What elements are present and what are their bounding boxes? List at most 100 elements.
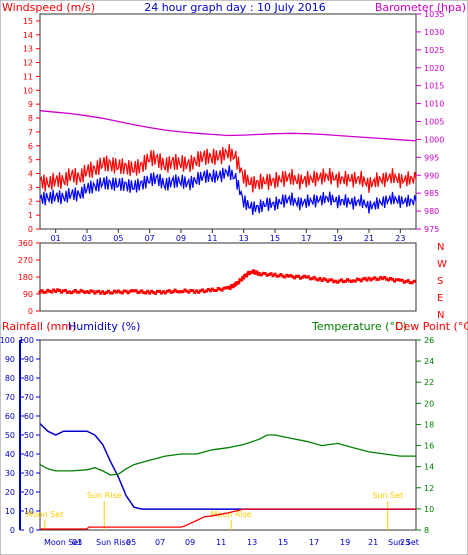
direction-point — [224, 286, 228, 290]
x-tick-label: 03 — [82, 234, 92, 243]
dewpoint-label: Dew Point (°C) — [395, 320, 468, 333]
direction-point — [228, 287, 232, 290]
direction-point — [242, 276, 246, 280]
direction-point — [167, 289, 171, 293]
direction-point — [150, 289, 154, 293]
direction-point — [324, 278, 328, 282]
direction-point — [271, 274, 275, 278]
direction-point — [299, 276, 302, 280]
direction-point — [60, 290, 63, 294]
baro-tick-label: 1025 — [424, 46, 444, 55]
direction-point — [130, 289, 134, 292]
temp-tick-label: 14 — [424, 463, 434, 472]
event-label: Sun Set — [372, 491, 403, 500]
direction-point — [67, 290, 71, 294]
direction-point — [367, 276, 371, 280]
direction-point — [269, 272, 273, 276]
temp-tick-label: 20 — [424, 399, 434, 408]
direction-point — [218, 287, 222, 291]
direction-point — [304, 275, 308, 279]
direction-point — [326, 279, 330, 283]
direction-point — [58, 289, 62, 292]
direction-point — [383, 275, 387, 279]
direction-point — [156, 289, 159, 293]
direction-point — [161, 290, 165, 294]
direction-point — [112, 289, 116, 293]
direction-point — [122, 289, 126, 293]
direction-point — [54, 290, 58, 293]
direction-point — [232, 284, 236, 288]
direction-point — [369, 278, 373, 282]
compass-label: N — [437, 242, 444, 253]
direction-point — [48, 289, 52, 293]
direction-point — [222, 286, 226, 290]
direction-point — [101, 290, 105, 294]
direction-point — [154, 291, 157, 295]
baro-tick-label: 1005 — [424, 118, 444, 127]
rainfall-series-line — [40, 508, 416, 530]
direction-point — [389, 276, 392, 280]
direction-point — [159, 291, 163, 295]
rain-tick-label: 10 — [5, 507, 15, 516]
wind-tick-label: 5 — [28, 156, 33, 165]
chart-title: 24 hour graph day : 10 July 2016 — [144, 1, 326, 14]
direction-point — [377, 277, 381, 281]
direction-point — [306, 275, 310, 279]
direction-point — [412, 279, 416, 283]
compass-label: W — [437, 259, 447, 270]
direction-point — [185, 289, 189, 293]
direction-point — [361, 277, 365, 281]
direction-point — [355, 277, 359, 281]
direction-point — [46, 288, 50, 292]
direction-point — [179, 290, 183, 294]
direction-point — [132, 289, 136, 293]
humidity-tick-label: 90 — [24, 355, 34, 364]
humidity-tick-label: 20 — [24, 488, 34, 497]
bottom-x-label: 21 — [368, 538, 378, 547]
wind-tick-label: 7 — [28, 128, 33, 137]
direction-point — [220, 288, 224, 292]
wind-tick-label: 2 — [28, 197, 33, 206]
direction-point — [259, 273, 263, 277]
direction-point — [73, 289, 77, 292]
direction-point — [197, 290, 201, 294]
direction-point — [283, 275, 287, 279]
wind-tick-label: 8 — [28, 114, 33, 123]
x-tick-label: 17 — [301, 234, 311, 243]
temp-tick-label: 10 — [424, 505, 434, 514]
wind-tick-label: 14 — [23, 31, 33, 40]
humidity-tick-label: 100 — [19, 336, 34, 345]
direction-point — [316, 278, 320, 282]
direction-point — [165, 289, 169, 293]
direction-point — [308, 277, 312, 281]
direction-point — [85, 290, 89, 294]
rain-tick-label: 40 — [5, 450, 15, 459]
baro-tick-label: 980 — [424, 207, 439, 216]
event-label: Moon Set — [26, 510, 63, 519]
temperature-series-line — [39, 434, 416, 476]
x-tick-label: 21 — [364, 234, 374, 243]
wind-tick-label: 10 — [23, 86, 33, 95]
direction-point — [187, 290, 191, 294]
compass-label: N — [437, 310, 444, 321]
direction-point — [109, 291, 112, 295]
bottom-x-label: 09 — [185, 538, 195, 547]
direction-point — [379, 276, 383, 279]
average-wind-series-line — [39, 165, 417, 215]
wind-tick-label: 13 — [23, 45, 33, 54]
direction-point — [173, 288, 177, 292]
humidity-tick-label: 50 — [24, 431, 34, 440]
compass-label: E — [437, 293, 443, 304]
direction-point — [50, 290, 54, 294]
barometer-series-line — [39, 110, 417, 142]
direction-point — [363, 276, 367, 280]
temp-tick-label: 16 — [424, 442, 434, 451]
direction-point — [281, 274, 285, 278]
direction-point — [344, 279, 347, 283]
direction-point — [234, 283, 238, 287]
rain-tick-label: 90 — [5, 355, 15, 364]
direction-point — [75, 290, 79, 294]
bottom-x-label: 15 — [278, 538, 288, 547]
baro-tick-label: 1030 — [424, 28, 444, 37]
direction-point — [128, 289, 132, 293]
